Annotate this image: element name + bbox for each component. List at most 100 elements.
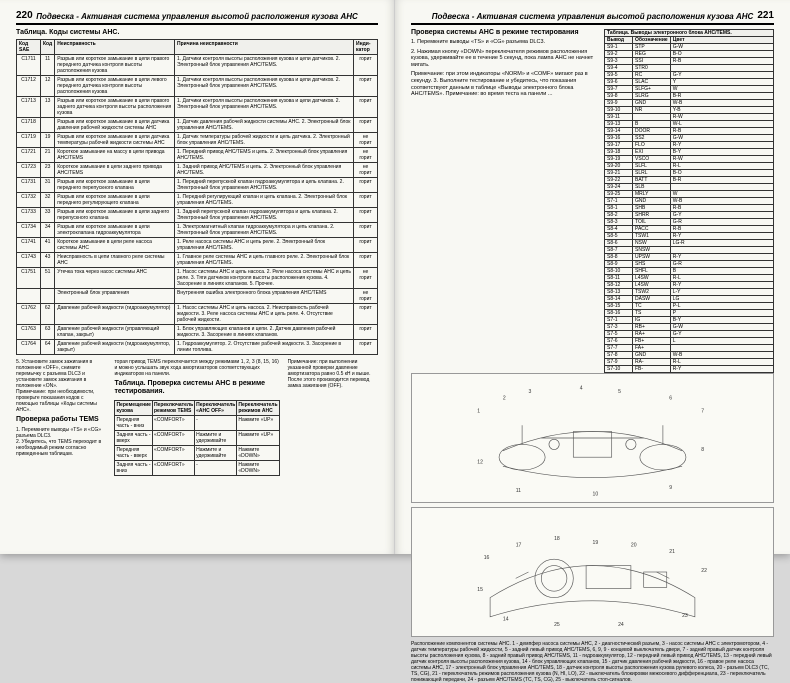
- table-header: Инди-катор: [354, 40, 378, 55]
- table-row: S9-14DOORR-B: [605, 128, 774, 135]
- table-row: S8-3TOILG-R: [605, 219, 774, 226]
- table-row: S9-24SLB: [605, 184, 774, 191]
- svg-text:24: 24: [618, 622, 624, 628]
- table-row: S7-6FB+L: [605, 338, 774, 345]
- svg-text:19: 19: [593, 540, 599, 546]
- svg-text:17: 17: [516, 542, 522, 548]
- page-number-right: 221: [757, 10, 774, 21]
- table-row: Электронный блок управленияВнутренняя ош…: [17, 289, 378, 304]
- table-header: Переключатель режимов AHC: [237, 400, 279, 415]
- table-row: S7-9RA-R-L: [605, 359, 774, 366]
- table-row: C172323Короткое замыкание в цепи заднего…: [17, 163, 378, 178]
- table-row: C173232Разрыв или короткое замыкание в ц…: [17, 193, 378, 208]
- table-row: S9-10NRY-B: [605, 107, 774, 114]
- svg-text:12: 12: [477, 460, 483, 466]
- table-row: C174343Неисправность в цепи главного рел…: [17, 253, 378, 268]
- table-row: S9-2REGB-O: [605, 51, 774, 58]
- table-header: Код: [41, 40, 55, 55]
- table-row: S9-18EXIB-Y: [605, 149, 774, 156]
- header-left: Подвеска - Активная система управления в…: [16, 12, 378, 25]
- table-row: S8-10SHFLB: [605, 268, 774, 275]
- table-row: C176363Давление рабочей жидкости (управл…: [17, 325, 378, 340]
- header-right: Подвеска - Активная система управления в…: [411, 12, 774, 25]
- svg-text:25: 25: [554, 622, 560, 628]
- svg-text:16: 16: [484, 555, 490, 561]
- table-row: S8-12L4SWR-Y: [605, 282, 774, 289]
- table-row: Задняя часть - вверх«COMFORT»Нажмите и у…: [115, 430, 279, 445]
- table-row: C174141Короткое замыкание в цепи реле на…: [17, 238, 378, 253]
- svg-text:14: 14: [503, 617, 509, 623]
- table-row: S8-2SHRRG-Y: [605, 212, 774, 219]
- table-row: S9-3SSIR-B: [605, 58, 774, 65]
- table-row: S9-21SLRLB-O: [605, 170, 774, 177]
- table-title-left: Таблица. Коды системы AHC.: [16, 29, 378, 36]
- table-row: C1718Разрыв или короткое замыкание в цеп…: [17, 118, 378, 133]
- svg-text:5: 5: [618, 389, 621, 395]
- table-row: S8-5TSW1R-Y: [605, 233, 774, 240]
- table-row: C175151Утечка тока через насос системы A…: [17, 268, 378, 289]
- test-mode-table: Перемещение кузоваПереключатель режимов …: [114, 400, 279, 476]
- table-row: C171919Разрыв или короткое замыкание в ц…: [17, 133, 378, 148]
- svg-text:3: 3: [529, 389, 532, 395]
- table-row: S8-13TSW2L-Y: [605, 289, 774, 296]
- table-row: Задняя часть - вниз«COMFORT»-Нажмите «DO…: [115, 460, 279, 475]
- dashboard-diagram: 161718192021222324251415: [411, 507, 774, 637]
- svg-text:8: 8: [701, 447, 704, 453]
- tems-1: 1. Перемкните выводы «TS» и «CG» разъема…: [16, 427, 106, 439]
- col2-title: Таблица. Проверка системы AHC в режиме т…: [114, 380, 279, 397]
- table-row: S8-8UPSWR-Y: [605, 254, 774, 261]
- table-row: S9-8SLRGB-R: [605, 93, 774, 100]
- table-header: Цвет: [670, 37, 773, 44]
- table-row: S8-15TCP-L: [605, 303, 774, 310]
- col2-p1: торая привод TEMS переключается между ре…: [114, 359, 279, 377]
- table-row: C173333Разрыв или короткое замыкание в ц…: [17, 208, 378, 223]
- svg-text:20: 20: [631, 542, 637, 548]
- tems-2: 2. Убедитесь, что TEMS переходит в необх…: [16, 439, 106, 457]
- table-header: Код SAE: [17, 40, 41, 55]
- svg-text:22: 22: [701, 568, 707, 574]
- svg-text:1: 1: [477, 408, 480, 414]
- table-header: Переключатель «AHC OFF»: [195, 400, 237, 415]
- svg-text:15: 15: [477, 587, 483, 593]
- table-header: Причина неисправности: [175, 40, 354, 55]
- wire-title: Таблица. Выводы электронного блока AHC/T…: [605, 30, 774, 37]
- footer-p2: Примечание: при необходимости, проверьте…: [16, 389, 106, 413]
- table-row: S8-7SNSW: [605, 247, 774, 254]
- table-row: S9-19VSCOR-W: [605, 156, 774, 163]
- table-row: S8-4PACCR-B: [605, 226, 774, 233]
- suspension-diagram-top: 123456789101112: [411, 373, 774, 503]
- table-row: S7-5RA+G-Y: [605, 331, 774, 338]
- table-row: S7-7FA+: [605, 345, 774, 352]
- table-row: S9-9GNDW-B: [605, 100, 774, 107]
- table-row: S9-4STR0: [605, 65, 774, 72]
- svg-text:6: 6: [669, 396, 672, 402]
- table-row: S7-1GNDW-B: [605, 198, 774, 205]
- table-row: S9-13BW-L: [605, 121, 774, 128]
- footer-p1: 5. Установите замок зажигания в положени…: [16, 359, 106, 389]
- table-row: S8-1SHBR-B: [605, 205, 774, 212]
- table-row: S9-17FLOR-Y: [605, 142, 774, 149]
- table-row: Передняя часть - вверх«COMFORT»Нажмите и…: [115, 445, 279, 460]
- table-row: C173434Разрыв или короткое замыкание в ц…: [17, 223, 378, 238]
- table-header: Переключатель режимов TEMS: [152, 400, 194, 415]
- table-row: C176464Давление рабочей жидкости (гидроа…: [17, 340, 378, 355]
- table-row: S9-22BATTB-R: [605, 177, 774, 184]
- table-row: C176262Давление рабочей жидкости (гидроа…: [17, 304, 378, 325]
- svg-text:9: 9: [669, 485, 672, 491]
- table-row: C171212Разрыв или короткое замыкание в ц…: [17, 76, 378, 97]
- table-row: C172121Короткое замыкание на массу в цеп…: [17, 148, 378, 163]
- table-row: S9-25MRLYW: [605, 191, 774, 198]
- table-row: S8-6NSWLG-R: [605, 240, 774, 247]
- table-row: C171111Разрыв или короткое замыкание в ц…: [17, 55, 378, 76]
- svg-text:11: 11: [516, 488, 521, 494]
- table-row: S8-11L4SWR-L: [605, 275, 774, 282]
- table-row: S9-5RCG-Y: [605, 72, 774, 79]
- table-row: S7-3RB+G-W: [605, 324, 774, 331]
- svg-text:7: 7: [701, 408, 704, 414]
- svg-text:10: 10: [593, 492, 599, 498]
- table-row: S9-7SLFG+W: [605, 86, 774, 93]
- codes-table: Код SAEКодНеисправностьПричина неисправн…: [16, 39, 378, 355]
- table-row: C171313Разрыв или короткое замыкание в ц…: [17, 97, 378, 118]
- table-header: Обозначение: [633, 37, 671, 44]
- table-row: S8-9SHSG-R: [605, 261, 774, 268]
